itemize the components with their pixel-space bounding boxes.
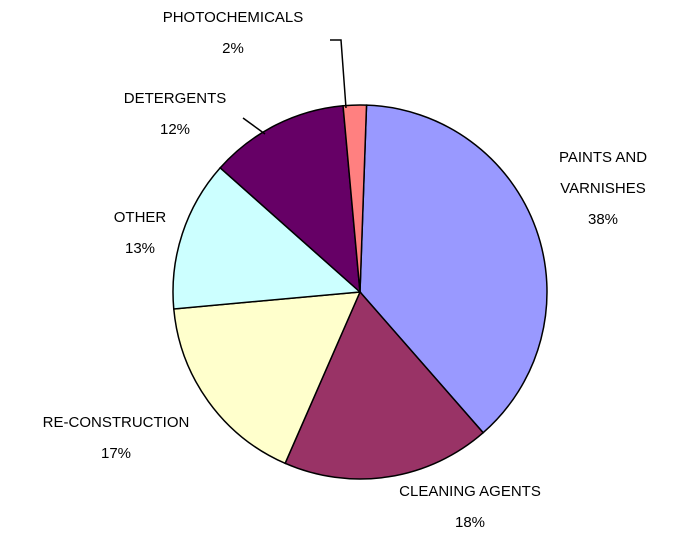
leader-lines — [242, 39, 347, 135]
slice-detergents — [219, 104, 361, 294]
category-label-detergents: DETERGENTS — [124, 90, 227, 107]
value-label-re-construction: 17% — [101, 445, 131, 462]
value-label-other: 13% — [125, 240, 155, 257]
category-label-paints-and-varnishes: VARNISHES — [560, 180, 646, 197]
slice-photochemicals — [342, 104, 368, 293]
category-label-re-construction: RE-CONSTRUCTION — [43, 414, 190, 431]
slice-re-construction — [172, 291, 362, 465]
slice-paints-and-varnishes — [359, 104, 548, 434]
value-label-detergents: 12% — [160, 121, 190, 138]
slice-labels: PAINTS AND VARNISHES 38% CLEANING AGENTS 18%… — [43, 9, 648, 531]
leader-line-detergents — [242, 117, 266, 135]
leader-line-photochemicals — [330, 39, 347, 109]
category-label-paints-and-varnishes: PAINTS AND — [559, 149, 647, 166]
slice-other — [172, 166, 362, 310]
pie-slices — [172, 104, 548, 480]
category-label-other: OTHER — [114, 209, 167, 226]
category-label-cleaning-agents: CLEANING AGENTS — [399, 483, 541, 500]
value-label-cleaning-agents: 18% — [455, 514, 485, 531]
value-label-photochemicals: 2% — [222, 40, 244, 57]
value-label-paints-and-varnishes: 38% — [588, 211, 618, 228]
category-label-photochemicals: PHOTOCHEMICALS — [163, 9, 304, 26]
slice-cleaning-agents — [284, 290, 485, 480]
